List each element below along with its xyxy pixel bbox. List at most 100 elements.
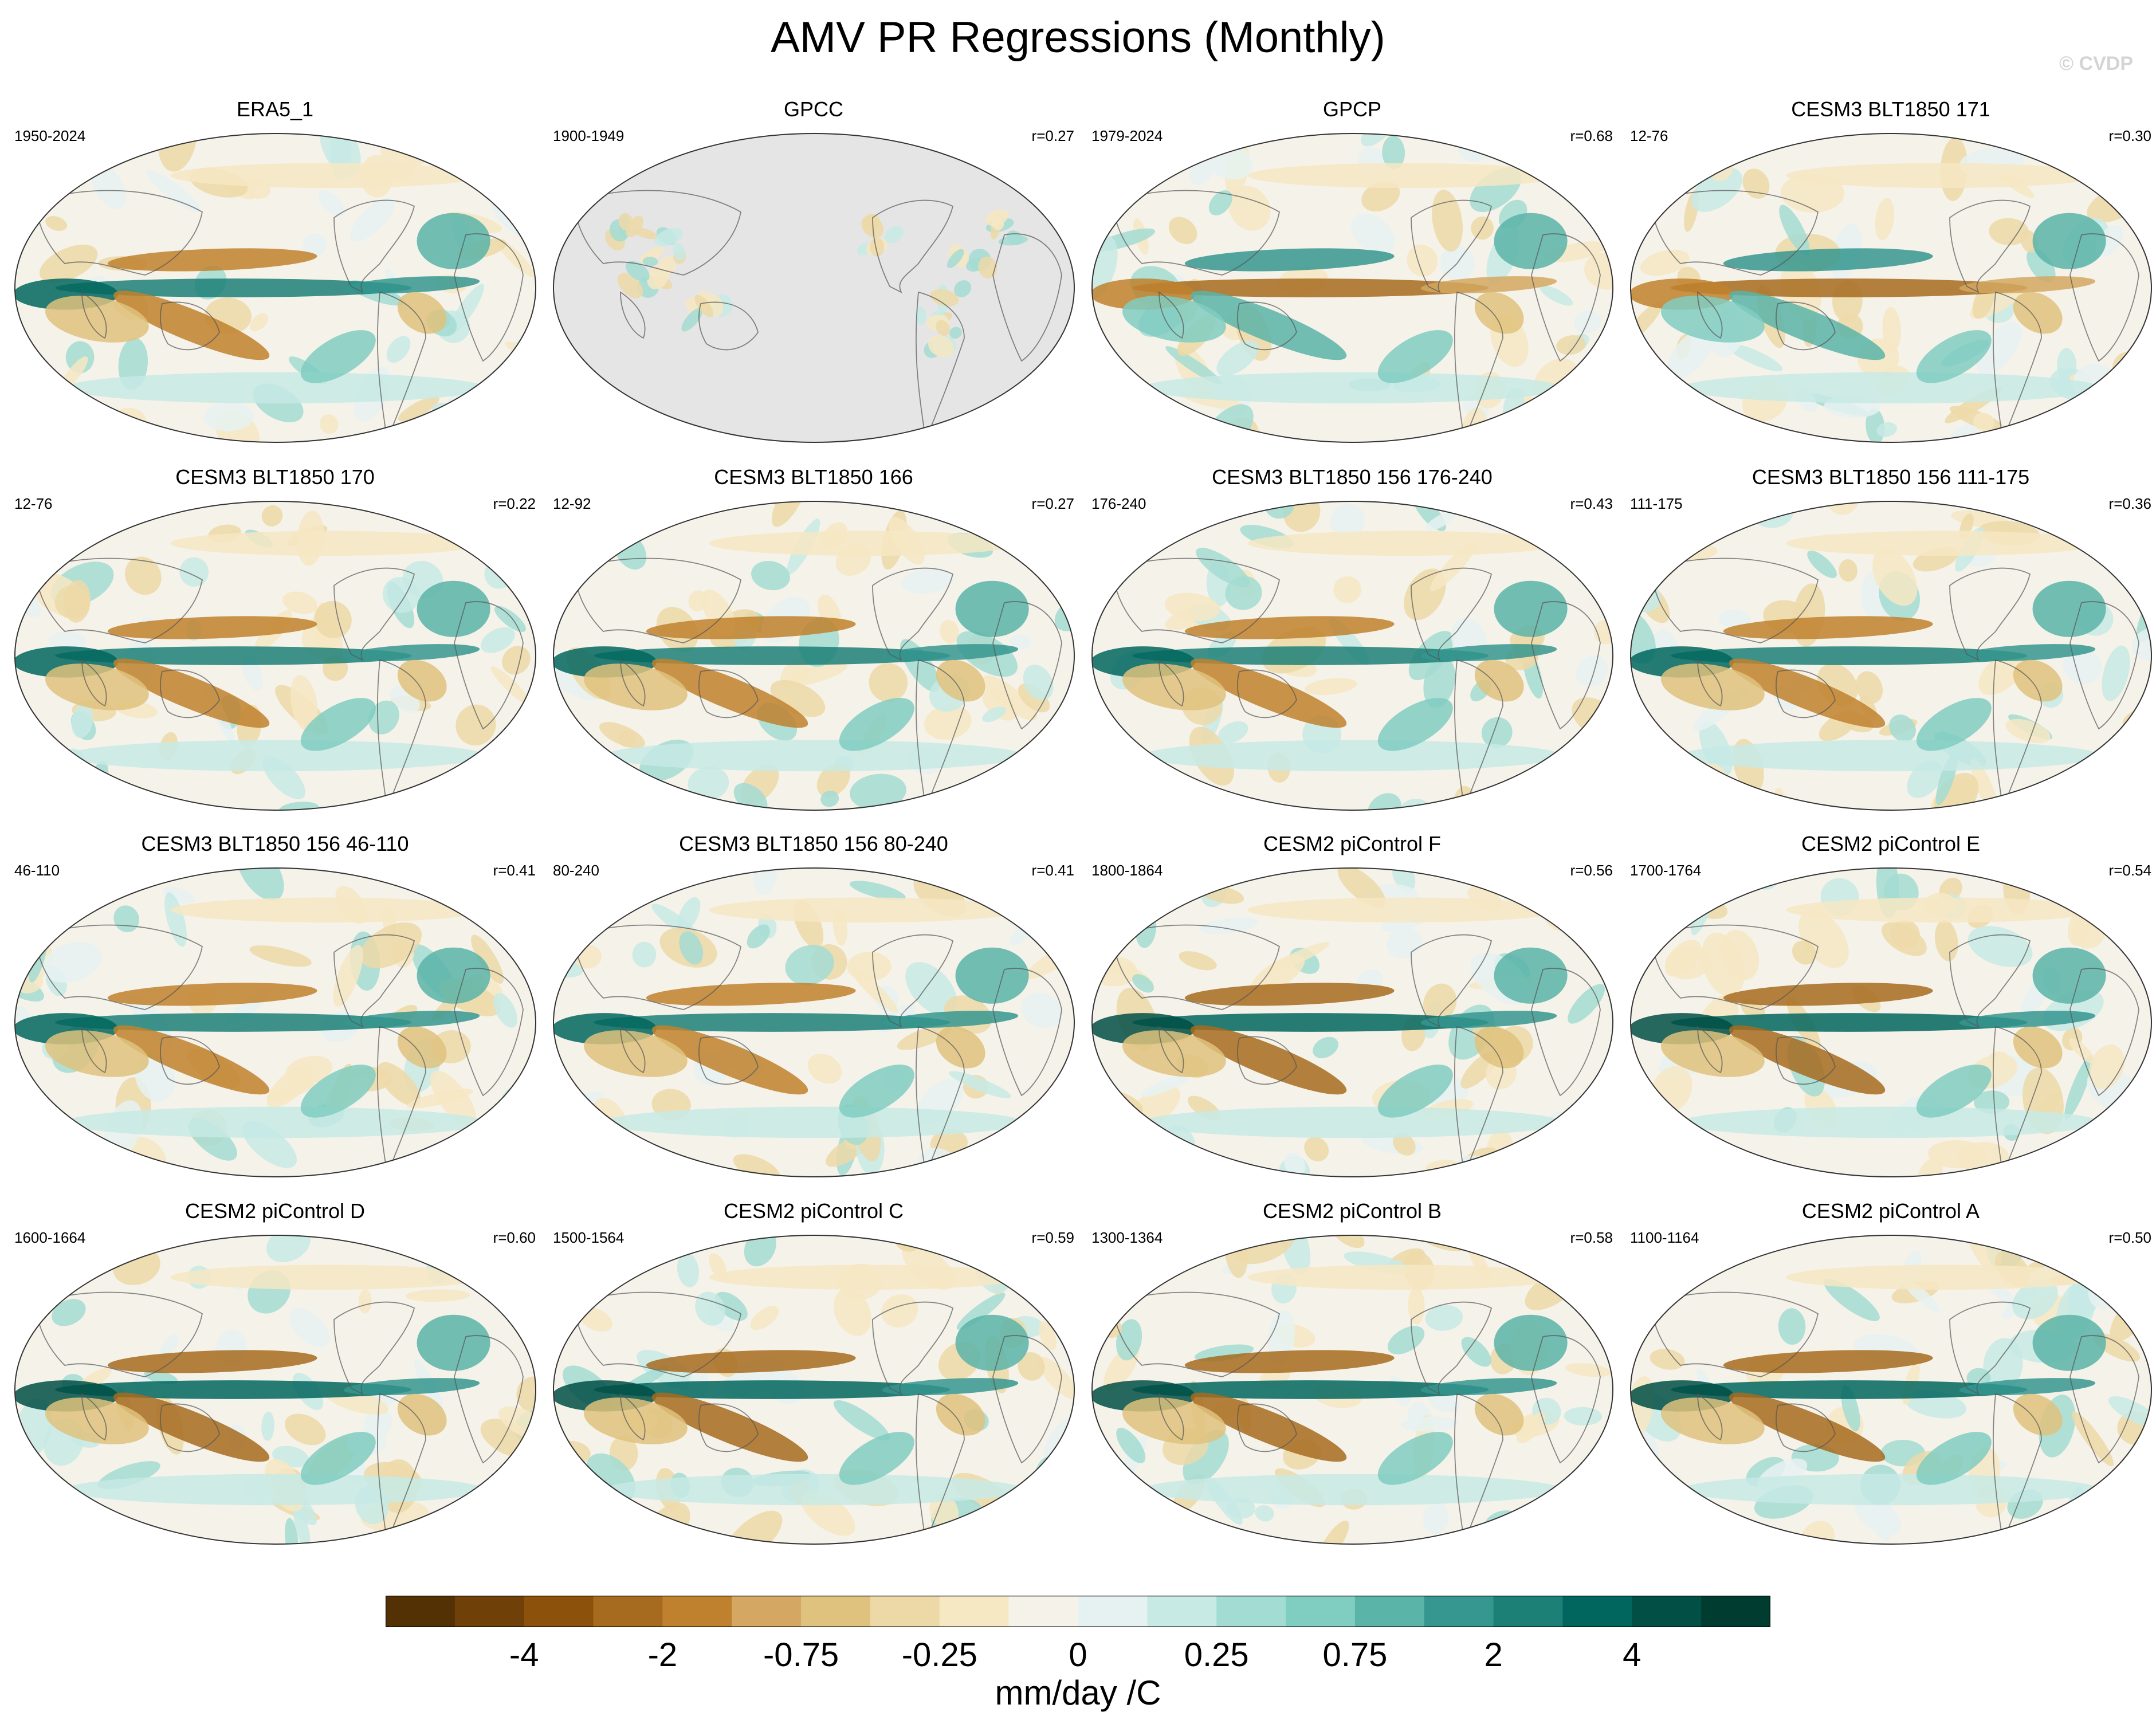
panel-title: CESM3 BLT1850 171 — [1791, 97, 1990, 121]
map-panel: CESM3 BLT1850 156 46-110 46-110 r=0.41 — [9, 832, 541, 1199]
panel-correlation: r=0.30 — [2108, 127, 2151, 144]
anomaly-patch — [1671, 1013, 2028, 1032]
anomaly-patch — [1778, 1308, 1806, 1345]
anomaly-patch — [1631, 794, 1665, 810]
anomaly-patch — [1494, 213, 1568, 269]
anomaly-patch — [1517, 1412, 1546, 1444]
coastline — [1113, 924, 1281, 1010]
panel-title: CESM3 BLT1850 156 176-240 — [1212, 465, 1493, 489]
anomaly-patch — [709, 1264, 1024, 1290]
anomaly-patch — [947, 249, 964, 268]
anomaly-patch — [279, 802, 319, 810]
anomaly-patch — [125, 556, 162, 595]
anomaly-patch — [1661, 1397, 1765, 1444]
panel-years: 12-76 — [1630, 127, 1668, 144]
anomaly-patch — [502, 646, 531, 675]
anomaly-patch — [1190, 1392, 1347, 1462]
colorbar-swatch — [1078, 1596, 1148, 1627]
coastline — [915, 1026, 965, 1165]
panel-correlation: r=0.60 — [493, 1229, 536, 1246]
anomaly-patch — [2128, 732, 2151, 759]
anomaly-patch — [1247, 163, 1562, 188]
coastline — [1411, 934, 1493, 1028]
anomaly-patch — [1122, 1030, 1226, 1077]
colorbar-swatch — [939, 1596, 1010, 1627]
anomaly-patch — [300, 330, 376, 383]
anomaly-patch — [1021, 992, 1063, 1028]
anomaly-patch — [1631, 358, 1644, 372]
colorbar-tick-label: 0 — [1069, 1636, 1087, 1674]
anomaly-patch — [897, 1024, 952, 1050]
anomaly-patch — [300, 698, 376, 751]
panel-years: 111-175 — [1630, 495, 1683, 512]
coastline — [1949, 199, 2031, 294]
anomaly-patch — [397, 1026, 447, 1069]
coastline — [1651, 924, 1819, 1010]
anomaly-patch — [1420, 1011, 1557, 1028]
anomaly-patch — [646, 616, 856, 639]
panel-correlation: r=0.43 — [1570, 495, 1613, 512]
coastline — [1237, 669, 1297, 718]
colorbar-swatch — [386, 1596, 455, 1627]
anomaly-patch — [107, 616, 317, 639]
coastline — [81, 291, 107, 339]
colorbar-swatch — [1008, 1596, 1079, 1627]
coastline — [1411, 567, 1493, 662]
anomaly-patch — [750, 1306, 779, 1330]
anomaly-patch — [52, 1299, 86, 1326]
anomaly-patch — [343, 276, 480, 294]
anomaly-patch — [786, 662, 847, 686]
anomaly-patch — [285, 1413, 326, 1446]
anomaly-patch — [553, 1235, 578, 1278]
anomaly-patch — [2032, 947, 2106, 1004]
map-panel: GPCC 1900-1949 r=0.27 — [547, 97, 1080, 464]
anomaly-patch — [709, 531, 1024, 556]
anomaly-patch — [493, 993, 517, 1028]
coastline — [36, 557, 203, 643]
anomaly-patch — [1729, 1392, 1886, 1462]
anomaly-patch — [1035, 887, 1071, 922]
anomaly-patch — [1520, 418, 1543, 438]
anomaly-patch — [1601, 1110, 1613, 1173]
anomaly-patch — [982, 706, 1006, 722]
anomaly-patch — [1541, 398, 1561, 420]
anomaly-patch — [1122, 1397, 1226, 1444]
robinson-map — [1630, 133, 2152, 443]
colorbar-swatch — [732, 1596, 802, 1627]
anomaly-patch — [1681, 372, 2101, 404]
anomaly-patch — [55, 278, 412, 297]
anomaly-patch — [930, 289, 959, 307]
anomaly-patch — [1786, 897, 2101, 923]
coastline — [160, 1036, 220, 1085]
map-border — [1630, 867, 2152, 1177]
anomaly-patch — [688, 767, 729, 800]
anomaly-patch — [471, 934, 504, 984]
anomaly-patch — [884, 226, 904, 244]
anomaly-patch — [1661, 1030, 1765, 1077]
map-panel: CESM2 piControl B 1300-1364 r=0.58 — [1086, 1199, 1619, 1566]
anomaly-patch — [986, 780, 1002, 800]
anomaly-patch — [107, 248, 317, 272]
anomaly-patch — [573, 1141, 624, 1177]
anomaly-patch — [56, 133, 69, 161]
anomaly-patch — [203, 402, 254, 431]
anomaly-patch — [936, 320, 950, 336]
anomaly-patch — [146, 170, 201, 213]
anomaly-patch — [2013, 292, 2063, 334]
anomaly-patch — [52, 501, 72, 514]
anomaly-patch — [839, 698, 914, 751]
anomaly-patch — [1104, 506, 1137, 540]
anomaly-patch — [41, 133, 79, 178]
coastline — [376, 1026, 426, 1165]
panel-correlation: r=0.58 — [1570, 1229, 1613, 1246]
coastline — [574, 557, 742, 643]
anomaly-patch — [1190, 290, 1347, 360]
anomaly-patch — [2102, 645, 2130, 701]
anomaly-patch — [2107, 1118, 2133, 1153]
anomaly-patch — [84, 1235, 144, 1246]
anomaly-patch — [1318, 1520, 1349, 1544]
colorbar-swatch — [1147, 1596, 1217, 1627]
map-border — [553, 133, 1075, 443]
robinson-map — [14, 501, 536, 811]
anomaly-patch — [1420, 1378, 1557, 1396]
